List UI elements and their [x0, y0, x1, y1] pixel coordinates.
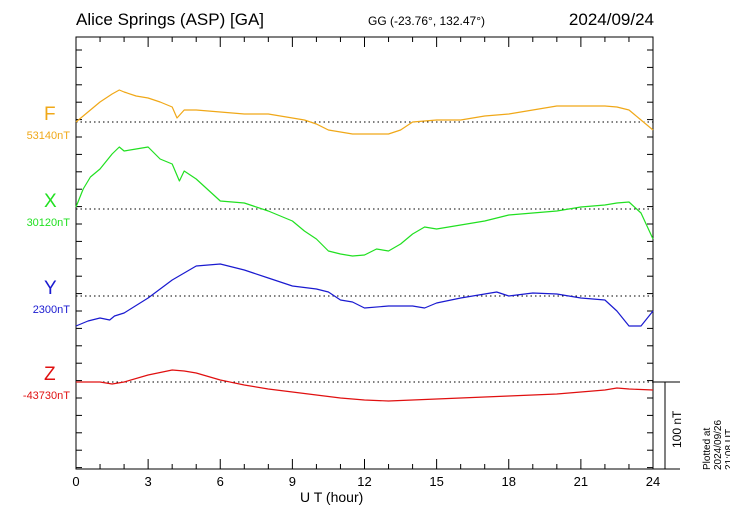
baseline-value-z: -43730nT: [22, 390, 70, 402]
station-title: Alice Springs (ASP) [GA]: [76, 10, 265, 29]
x-tick-label: 18: [502, 474, 516, 489]
plot-frame: [75, 36, 654, 470]
x-axis-label: U T (hour): [300, 489, 364, 505]
x-tick-label: 12: [357, 474, 371, 489]
component-label-f: F: [44, 104, 56, 125]
x-tick-label: 0: [72, 474, 79, 489]
station-coordinates: GG (-23.76°, 132.47°): [368, 14, 485, 28]
x-tick-label: 21: [574, 474, 588, 489]
x-tick-label: 15: [429, 474, 443, 489]
series-line-x: [75, 146, 654, 257]
series-line-f: [75, 89, 654, 135]
plotted-timestamp: Plotted at 2024/09/26 21:08 UT: [702, 419, 730, 470]
baseline-value-x: 30120nT: [26, 217, 70, 229]
component-label-z: Z: [44, 364, 56, 385]
plot-date: 2024/09/24: [568, 10, 654, 29]
baseline-value-y: 2300nT: [32, 304, 70, 316]
baseline-value-f: 53140nT: [26, 130, 70, 142]
series-line-z: [76, 369, 654, 402]
x-tick-label: 6: [217, 474, 224, 489]
x-tick-label: 24: [646, 474, 660, 489]
component-label-x: X: [44, 191, 57, 212]
component-label-y: Y: [44, 278, 57, 299]
x-tick-label: 3: [145, 474, 152, 489]
x-tick-label: 9: [289, 474, 296, 489]
scale-bar-label: 100 nT: [670, 410, 684, 448]
series-line-y: [75, 263, 654, 327]
